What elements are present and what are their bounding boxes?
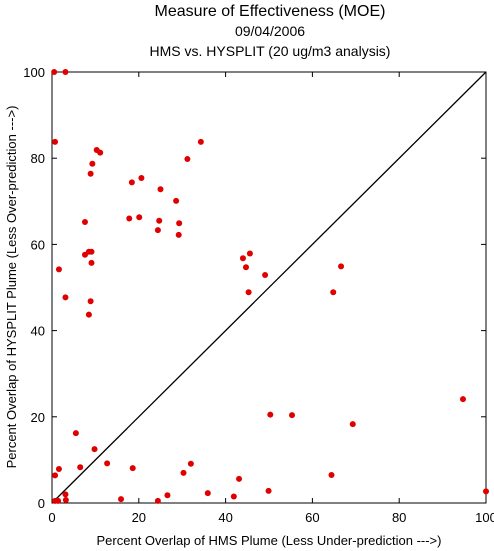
x-tick-label: 0 (48, 510, 55, 525)
data-point (62, 491, 69, 498)
y-axis-label: Percent Overlap of HYSPLIT Plume (Less O… (4, 106, 19, 469)
data-point (77, 464, 84, 471)
data-point (265, 487, 272, 494)
y-tick-label: 80 (31, 151, 45, 166)
data-point (245, 289, 252, 296)
data-point (164, 492, 171, 499)
y-tick-label: 40 (31, 324, 45, 339)
data-point (154, 227, 161, 234)
y-tick-label: 0 (38, 496, 45, 511)
x-tick-label: 100 (475, 510, 494, 525)
data-point (483, 488, 489, 495)
data-point (81, 218, 88, 225)
data-point (236, 475, 243, 482)
data-point (330, 289, 337, 296)
data-point (176, 220, 183, 227)
data-point (118, 496, 125, 503)
data-point (87, 298, 94, 305)
data-point (459, 396, 466, 403)
x-tick-label: 80 (392, 510, 406, 525)
x-axis-label: Percent Overlap of HMS Plume (Less Under… (97, 533, 442, 548)
data-point (262, 272, 269, 279)
one-to-one-line (51, 71, 487, 504)
data-point (180, 469, 187, 476)
data-point (175, 231, 182, 238)
plot-frame (51, 71, 487, 504)
chart-subtitle-date: 09/04/2006 (235, 23, 305, 39)
data-point (184, 156, 191, 163)
data-point (242, 264, 249, 271)
data-point (97, 149, 104, 156)
data-point (128, 179, 135, 186)
data-point (239, 255, 246, 262)
data-point (89, 160, 96, 167)
data-point (289, 412, 296, 419)
data-point (129, 465, 136, 472)
data-point (156, 217, 163, 224)
data-point (62, 69, 69, 75)
data-point (126, 215, 133, 222)
data-point (88, 259, 95, 266)
x-tick-label: 20 (132, 510, 146, 525)
data-point (197, 138, 204, 145)
data-point (246, 250, 253, 257)
y-tick-label: 60 (31, 237, 45, 252)
data-point (154, 497, 161, 504)
data-point (62, 496, 69, 503)
data-point (138, 175, 145, 182)
data-point (230, 493, 237, 500)
data-point (85, 311, 92, 318)
data-point (72, 430, 79, 437)
data-point (88, 248, 95, 255)
data-point (55, 465, 62, 472)
y-tick-label: 100 (23, 65, 45, 80)
data-point (52, 138, 59, 145)
data-point (349, 421, 356, 428)
data-point (267, 411, 274, 418)
plot-area: 0 20 40 60 80 100 0 20 40 60 80 100 (23, 65, 494, 525)
chart-title: Measure of Effectiveness (MOE) (155, 3, 386, 20)
y-tick-label: 20 (31, 410, 45, 425)
x-tick-label: 60 (305, 510, 319, 525)
x-tick-label: 40 (218, 510, 232, 525)
chart-subtitle-comparison: HMS vs. HYSPLIT (20 ug/m3 analysis) (150, 43, 391, 59)
data-point (55, 497, 62, 504)
data-point (187, 460, 194, 467)
data-point (52, 472, 59, 479)
data-point (328, 471, 335, 478)
data-point (87, 170, 94, 177)
data-point (55, 266, 62, 273)
data-point (104, 460, 111, 467)
data-point (338, 263, 345, 270)
data-point (157, 186, 164, 193)
data-point (136, 214, 143, 221)
data-point (51, 69, 58, 75)
data-point (62, 294, 69, 301)
data-point (91, 446, 98, 453)
data-point (204, 490, 211, 497)
data-point (173, 197, 180, 204)
